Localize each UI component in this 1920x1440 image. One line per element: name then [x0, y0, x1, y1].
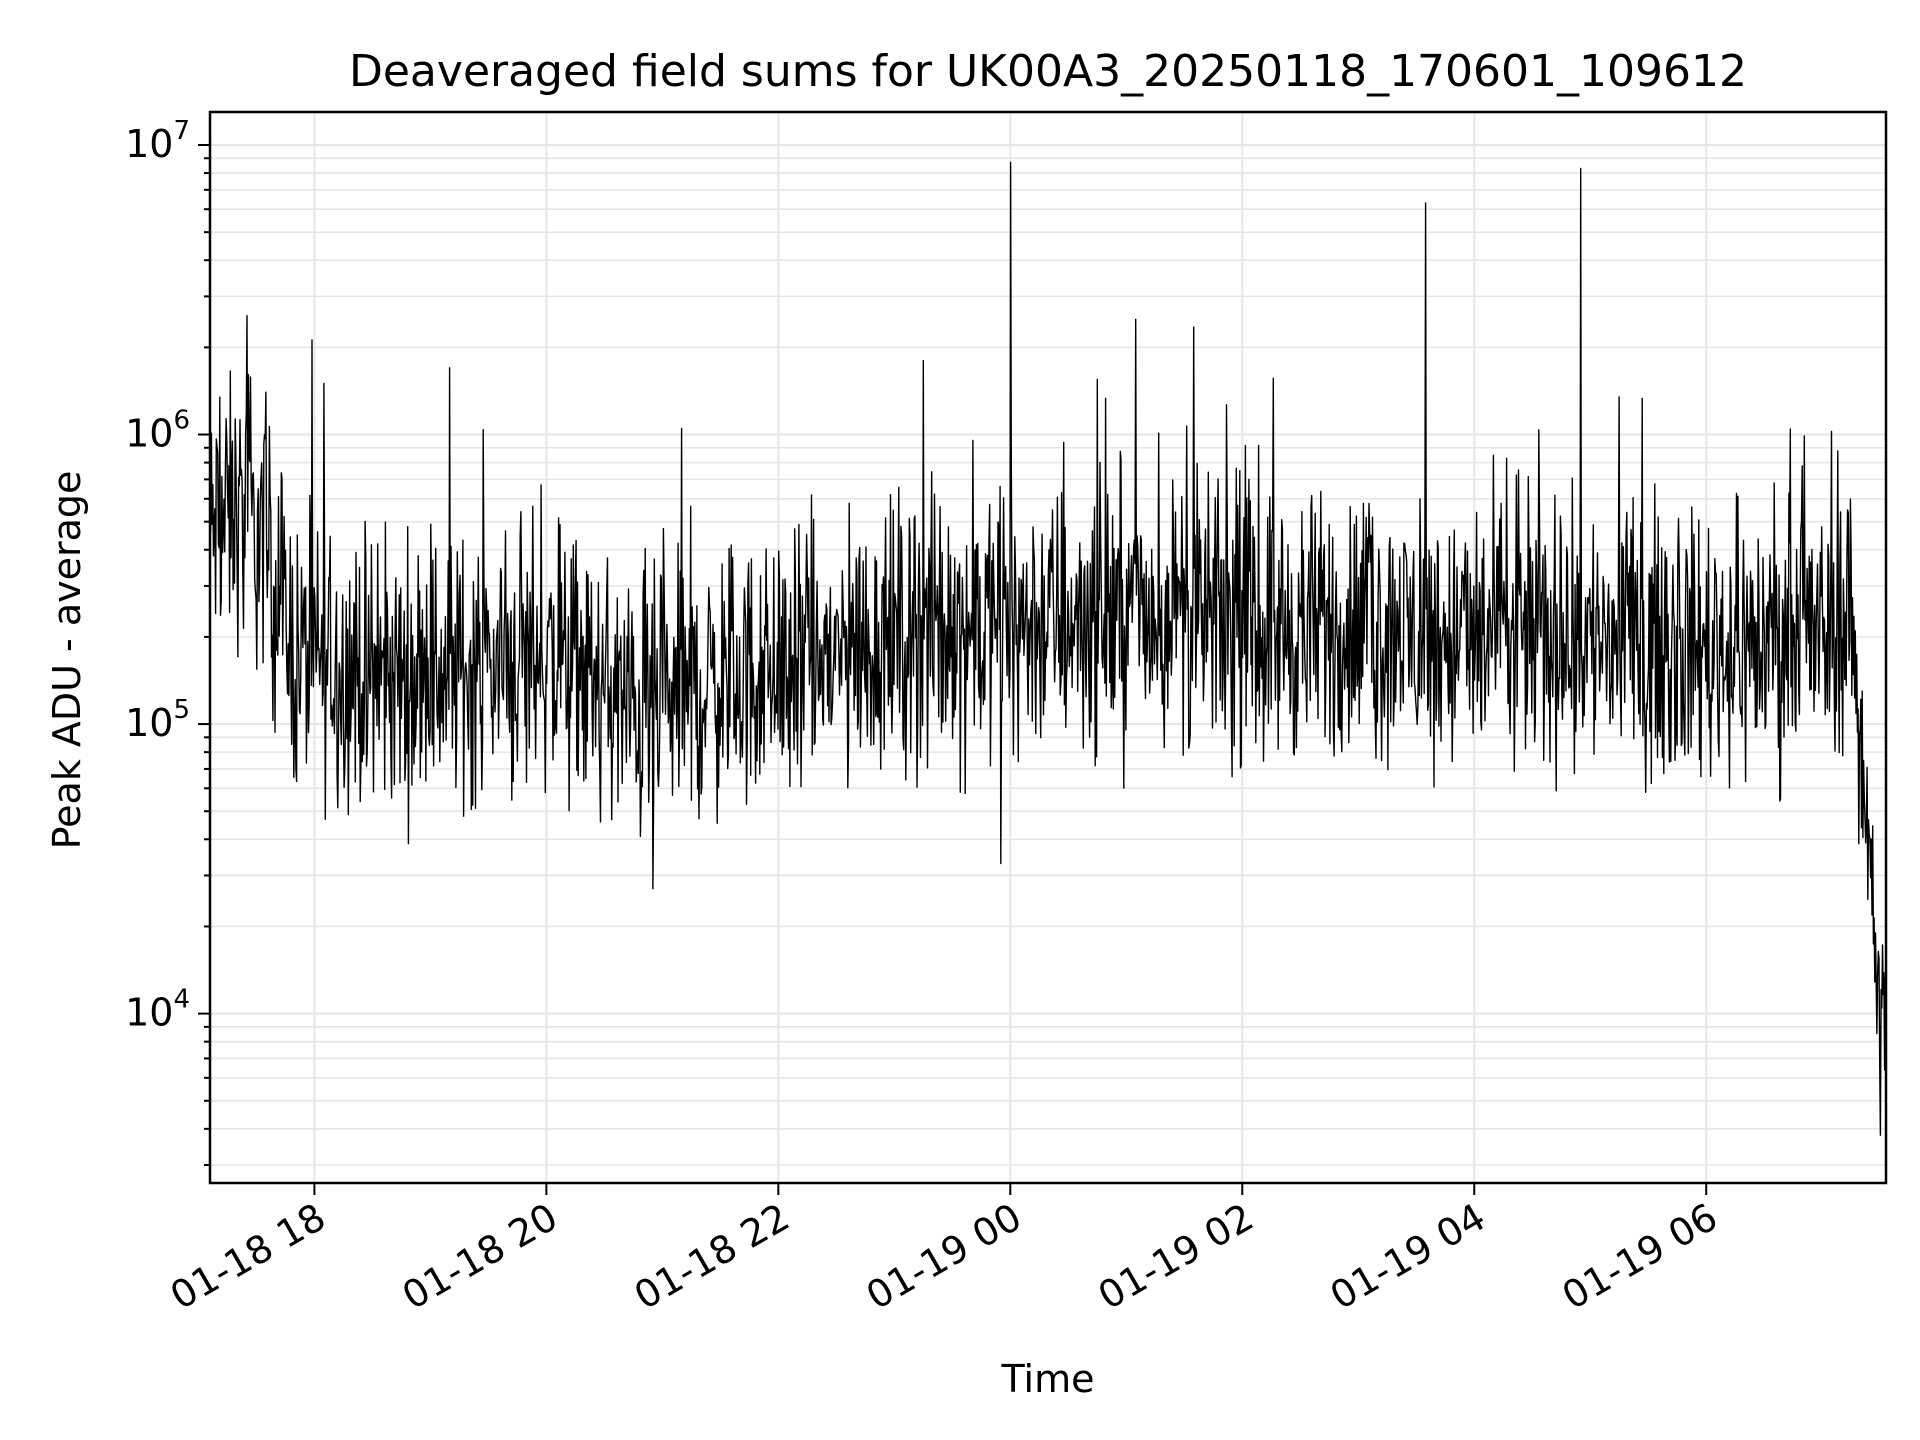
series-line — [209, 161, 1887, 1137]
y-tick-label: 104 — [125, 985, 190, 1035]
y-axis-label: Peak ADU - average — [45, 471, 89, 850]
grid — [210, 112, 1886, 1183]
x-axis-label: Time — [1001, 1357, 1095, 1401]
y-tick-label: 105 — [125, 695, 190, 745]
y-tick-label: 107 — [125, 116, 190, 166]
y-tick-label: 106 — [125, 406, 190, 456]
y-axis: 104 105 106 107 — [125, 116, 210, 1167]
series-layer — [209, 161, 1887, 1137]
plot-frame — [208, 110, 1888, 1185]
chart-title: Deaveraged field sums for UK00A3_2025011… — [349, 46, 1747, 97]
